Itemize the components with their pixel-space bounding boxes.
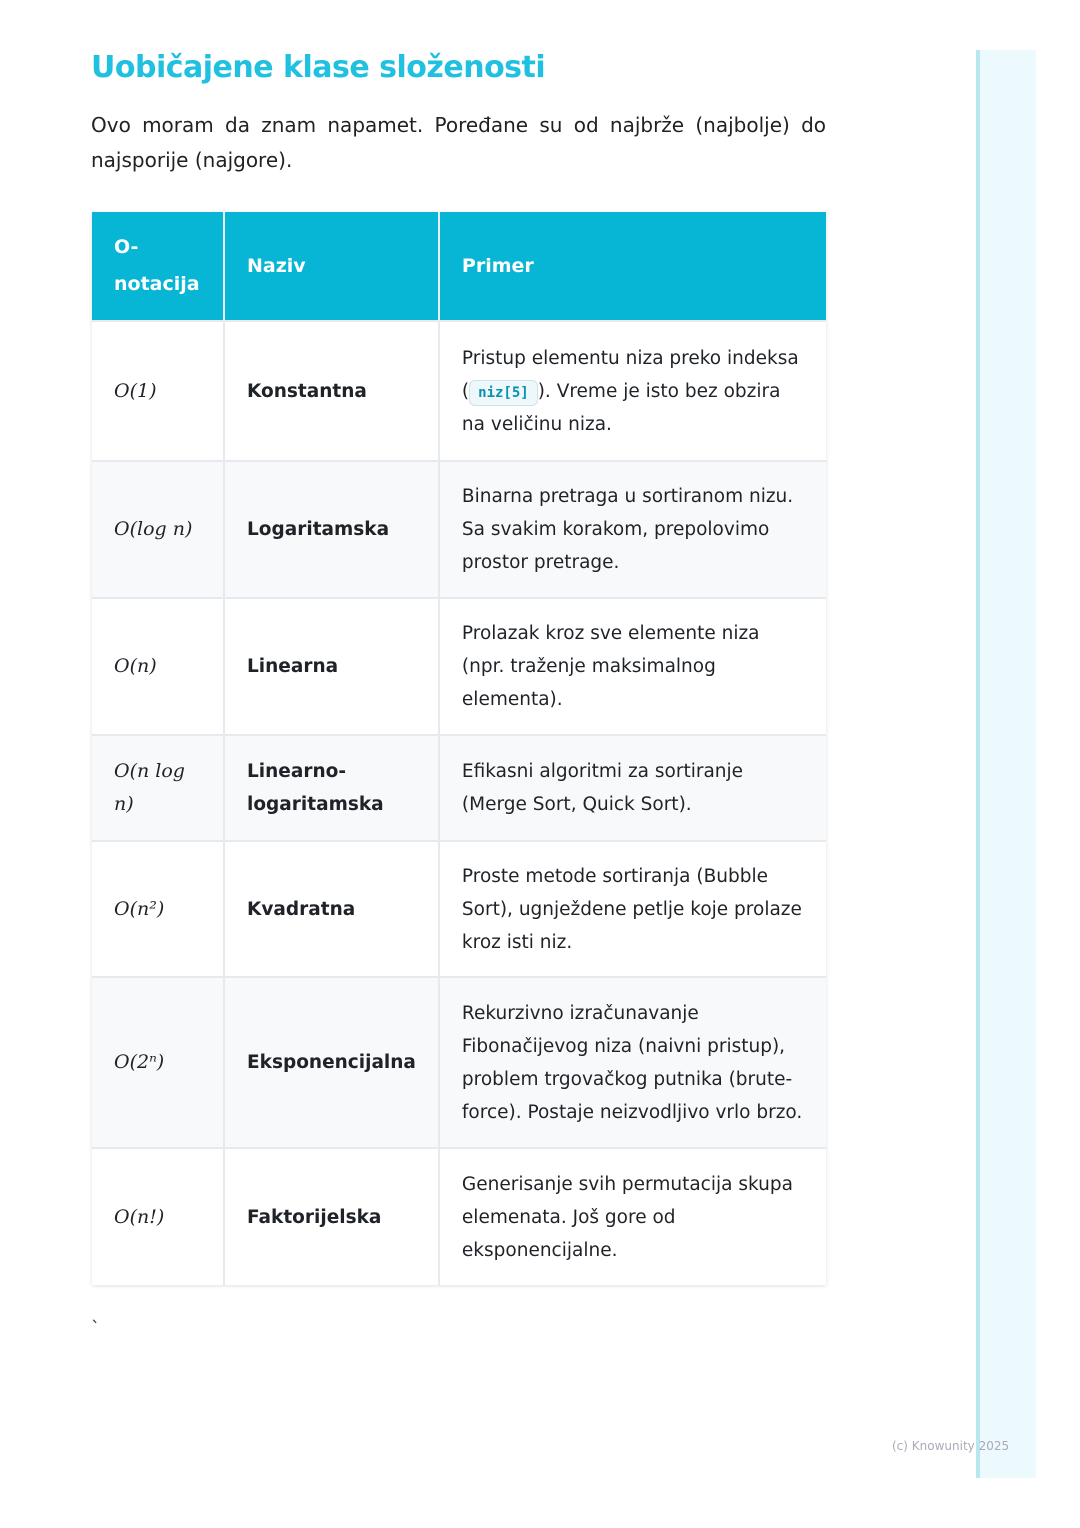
- name-cell: Eksponencijalna: [224, 976, 440, 1148]
- example-cell: Rekurzivno izračunavanje Fibonačijevog n…: [438, 976, 826, 1148]
- table-row: O(n) Linearna Prolazak kroz sve elemente…: [92, 597, 826, 735]
- notation-cell: O(n): [92, 597, 225, 735]
- side-decoration-bar: [976, 50, 1036, 1478]
- section-title: Uobičajene klase složenosti: [91, 50, 546, 85]
- table-header-row: O-notacija Naziv Primer: [92, 212, 826, 321]
- intro-paragraph: Ovo moram da znam napamet. Poređane su o…: [91, 113, 826, 172]
- notation-cell: O(1): [92, 320, 225, 461]
- name-cell: Linearno-logaritamska: [224, 734, 440, 841]
- example-cell: Generisanje svih permutacija skupa eleme…: [438, 1147, 826, 1285]
- example-text: Pristup elementu niza preko indeksa (: [461, 347, 799, 402]
- example-cell: Pristup elementu niza preko indeksa (niz…: [438, 320, 826, 461]
- header-notation: O-notacija: [92, 212, 225, 321]
- name-cell: Faktorijelska: [224, 1147, 440, 1285]
- example-cell: Efikasni algoritmi za sortiranje (Merge …: [438, 734, 826, 841]
- table-row: O(1) Konstantna Pristup elementu niza pr…: [92, 320, 826, 461]
- notation-cell: O(n log n): [92, 734, 225, 841]
- name-cell: Konstantna: [224, 320, 440, 461]
- name-cell: Kvadratna: [224, 840, 440, 977]
- name-cell: Linearna: [224, 597, 440, 735]
- copyright-footer: (c) Knowunity 2025: [892, 1439, 1010, 1453]
- notation-cell: O(n!): [92, 1147, 225, 1285]
- complexity-table: O-notacija Naziv Primer O(1) Konstantna …: [92, 212, 826, 1285]
- stray-mark: `: [91, 1318, 100, 1339]
- name-cell: Logaritamska: [224, 460, 440, 598]
- example-cell: Prolazak kroz sve elemente niza (npr. tr…: [438, 597, 826, 735]
- example-text: ). Vreme je isto bez obzira na veličinu …: [461, 380, 781, 435]
- notation-cell: O(2ⁿ): [92, 976, 225, 1148]
- table-row: O(2ⁿ) Eksponencijalna Rekurzivno izračun…: [92, 976, 826, 1148]
- header-name: Naziv: [224, 212, 440, 321]
- example-cell: Binarna pretraga u sortiranom nizu. Sa s…: [438, 460, 826, 598]
- header-example: Primer: [438, 212, 826, 321]
- code-snippet: niz[5]: [469, 379, 538, 406]
- table-row: O(log n) Logaritamska Binarna pretraga u…: [92, 460, 826, 598]
- notation-cell: O(log n): [92, 460, 225, 598]
- example-cell: Proste metode sortiranja (Bubble Sort), …: [438, 840, 826, 977]
- notation-cell: O(n²): [92, 840, 225, 977]
- table-row: O(n log n) Linearno-logaritamska Efikasn…: [92, 734, 826, 841]
- table-row: O(n²) Kvadratna Proste metode sortiranja…: [92, 840, 826, 977]
- table-row: O(n!) Faktorijelska Generisanje svih per…: [92, 1147, 826, 1285]
